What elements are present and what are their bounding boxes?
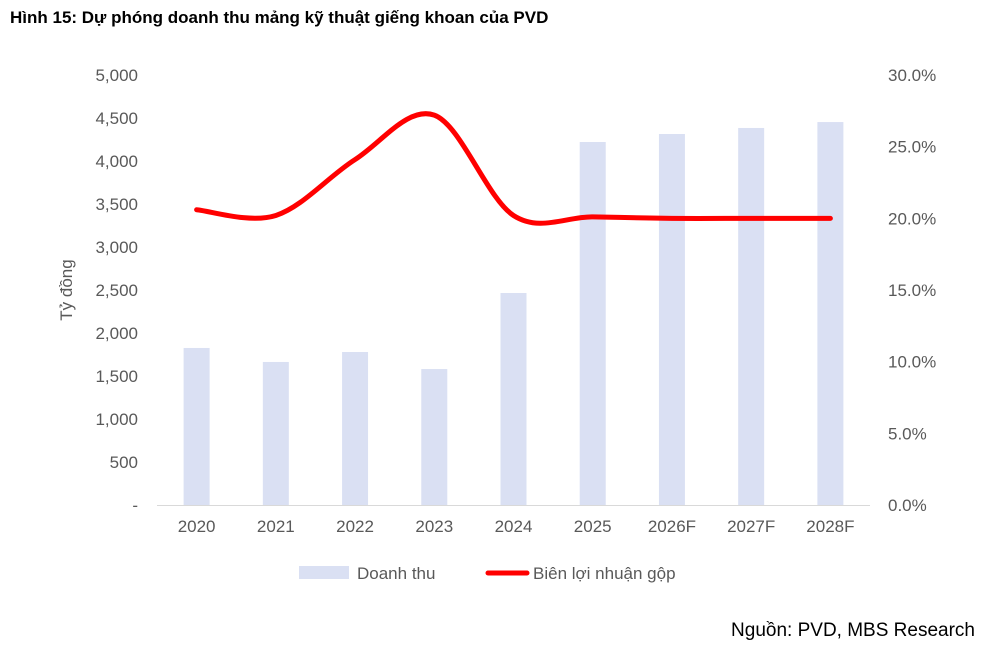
y-tick-label: 1,500 bbox=[95, 367, 138, 386]
bar-2028F bbox=[817, 122, 844, 506]
line-series-gross-margin bbox=[194, 111, 833, 226]
x-tick-label: 2026F bbox=[648, 517, 696, 536]
y-tick-label: 4,000 bbox=[95, 152, 138, 171]
y2-tick-label: 5.0% bbox=[888, 424, 927, 443]
bar-2026F bbox=[658, 133, 685, 505]
x-tick-label: 2020 bbox=[178, 517, 216, 536]
y-tick-label: 2,000 bbox=[95, 324, 138, 343]
y-tick-label: - bbox=[132, 496, 138, 515]
y2-tick-label: 30.0% bbox=[888, 66, 936, 85]
y2-tick-label: 20.0% bbox=[888, 209, 936, 228]
bar-2021 bbox=[262, 361, 289, 505]
bar-2024 bbox=[500, 293, 527, 505]
y-tick-label: 3,000 bbox=[95, 238, 138, 257]
legend-swatch-bar bbox=[299, 566, 349, 579]
y-axis-label: Tỷ đồng bbox=[57, 259, 76, 320]
y2-tick-label: 0.0% bbox=[888, 496, 927, 515]
bar-2027F bbox=[738, 127, 765, 505]
y-tick-label: 2,500 bbox=[95, 281, 138, 300]
x-tick-label: 2021 bbox=[257, 517, 295, 536]
y-tick-label: 1,000 bbox=[95, 410, 138, 429]
bar-2023 bbox=[421, 369, 448, 505]
x-tick-label: 2028F bbox=[806, 517, 854, 536]
x-tick-label: 2023 bbox=[415, 517, 453, 536]
y2-tick-label: 25.0% bbox=[888, 138, 936, 157]
x-tick-label: 2027F bbox=[727, 517, 775, 536]
y-tick-label: 500 bbox=[110, 453, 138, 472]
y2-tick-label: 15.0% bbox=[888, 281, 936, 300]
x-tick-label: 2025 bbox=[574, 517, 612, 536]
bar-2025 bbox=[579, 141, 606, 505]
bar-2022 bbox=[342, 352, 369, 505]
legend-label-bar: Doanh thu bbox=[357, 564, 435, 583]
bar-2020 bbox=[183, 347, 210, 505]
source-note: Nguồn: PVD, MBS Research bbox=[731, 620, 975, 641]
x-tick-label: 2024 bbox=[495, 517, 533, 536]
y-tick-label: 4,500 bbox=[95, 109, 138, 128]
figure-title: Hình 15: Dự phóng doanh thu mảng kỹ thuậ… bbox=[10, 8, 549, 27]
x-tick-label: 2022 bbox=[336, 517, 374, 536]
y2-tick-label: 10.0% bbox=[888, 353, 936, 372]
legend-label-line: Biên lợi nhuận gộp bbox=[533, 564, 676, 583]
y-tick-label: 5,000 bbox=[95, 66, 138, 85]
y-tick-label: 3,500 bbox=[95, 195, 138, 214]
